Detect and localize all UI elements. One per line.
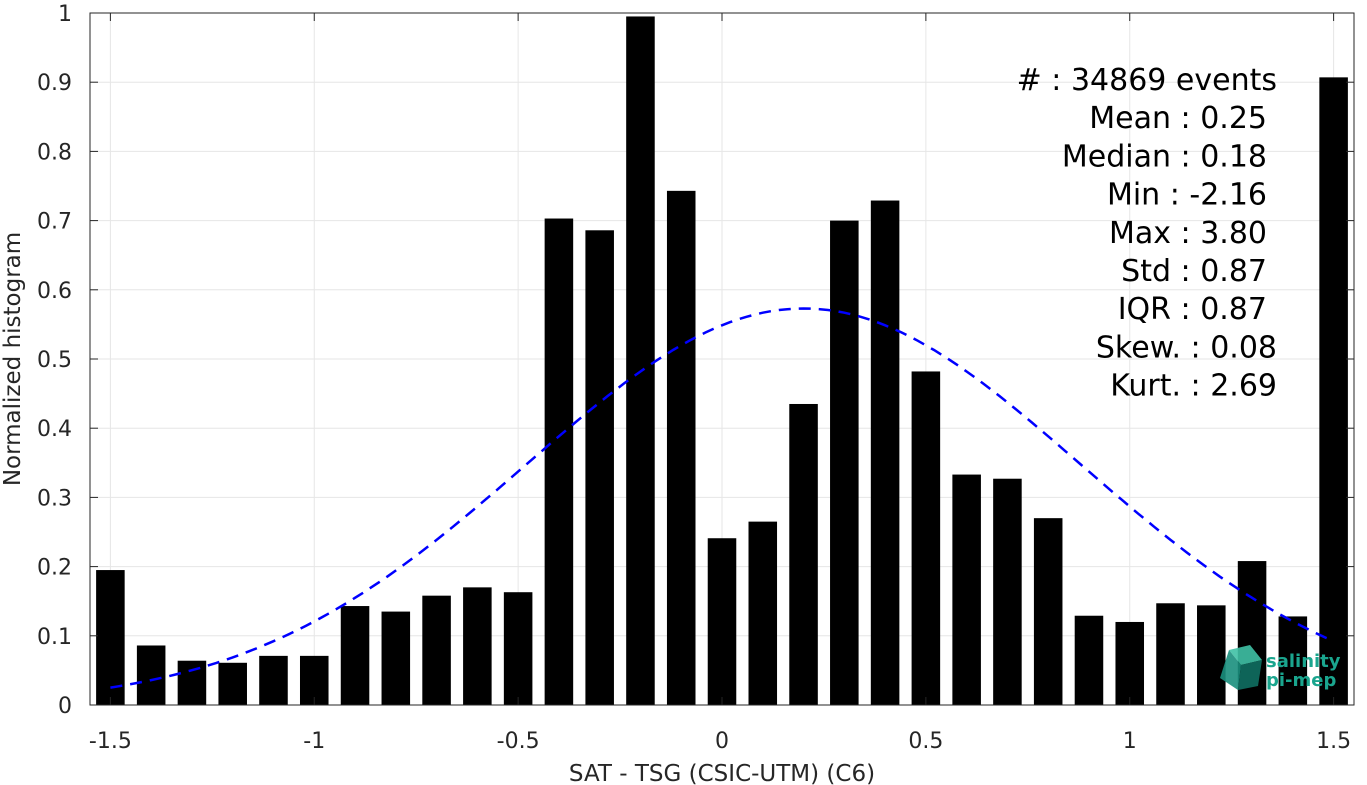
histogram-bar <box>340 606 370 705</box>
y-tick-label: 0.6 <box>37 279 72 304</box>
histogram-bar <box>259 655 288 705</box>
x-tick-label: 0 <box>715 729 729 754</box>
cube-icon <box>1220 645 1262 690</box>
histogram-bar <box>1197 605 1226 705</box>
x-tick-label: 1.5 <box>1316 729 1351 754</box>
x-axis-ticks: -1.5 -1 -0.5 0 0.5 1 1.5 <box>89 13 1351 754</box>
stat-line: Median : 0.18 <box>1062 139 1267 174</box>
histogram-bar <box>544 218 574 706</box>
stat-line: Mean : 0.25 <box>1089 101 1267 136</box>
histogram-bar <box>748 521 778 705</box>
histogram-bar <box>1319 77 1348 705</box>
histogram-bar <box>299 655 329 705</box>
histogram-bar <box>422 595 451 705</box>
x-tick-label: 0.5 <box>908 729 943 754</box>
histogram-bar <box>870 200 900 706</box>
histogram-bar <box>1156 603 1185 705</box>
histogram-bar <box>830 220 859 705</box>
y-tick-label: 0.4 <box>37 417 72 442</box>
histogram-bar <box>381 611 411 705</box>
x-tick-label: -1.5 <box>89 729 132 754</box>
histogram-bar <box>463 587 492 705</box>
stat-line: Max : 3.80 <box>1109 216 1267 251</box>
histogram-bar <box>911 371 941 705</box>
y-tick-label: 0.7 <box>37 210 72 235</box>
y-axis-title: Normalized histogram <box>0 232 26 486</box>
histogram-bar <box>952 474 981 705</box>
x-tick-label: -0.5 <box>497 729 540 754</box>
histogram-bar <box>136 645 166 705</box>
y-tick-label: 0.5 <box>37 348 72 373</box>
histogram-bar <box>1115 621 1145 705</box>
stat-line: Skew. : 0.08 <box>1096 330 1277 365</box>
histogram-bar <box>1278 616 1308 705</box>
y-tick-label: 0 <box>58 694 72 719</box>
y-tick-label: 0.2 <box>37 556 72 581</box>
y-tick-label: 0.9 <box>37 71 72 96</box>
x-axis-title: SAT - TSG (CSIC-UTM) (C6) <box>569 761 875 785</box>
y-tick-label: 1 <box>58 2 72 27</box>
y-axis-ticks: 0 0.1 0.2 0.3 0.4 0.5 0.6 0.7 0.8 0.9 1 <box>37 2 1354 719</box>
y-tick-label: 0.1 <box>37 625 72 650</box>
histogram-bar <box>1074 615 1104 705</box>
logo-line-1: salinity <box>1266 651 1341 672</box>
x-tick-label: -1 <box>303 729 325 754</box>
salinity-pi-mep-logo: salinity pi-mep <box>1220 645 1341 691</box>
histogram-bar <box>585 230 614 705</box>
y-tick-label: 0.3 <box>37 486 72 511</box>
histogram-bar <box>96 570 125 705</box>
histogram-bar <box>503 592 533 705</box>
stat-line: Min : -2.16 <box>1107 178 1267 213</box>
gaussian-fit-curve <box>110 307 1335 689</box>
stat-line: IQR : 0.87 <box>1118 292 1267 327</box>
histogram-bars <box>96 16 1348 706</box>
histogram-bar <box>218 662 247 705</box>
x-tick-label: 1 <box>1123 729 1137 754</box>
y-tick-label: 0.8 <box>37 140 72 165</box>
histogram-bar <box>177 660 207 705</box>
logo-line-2: pi-mep <box>1266 670 1336 691</box>
histogram-bar <box>1033 518 1063 705</box>
stat-line: Kurt. : 2.69 <box>1110 369 1277 404</box>
stat-line: # : 34869 events <box>1017 63 1277 98</box>
histogram-bar <box>666 190 696 705</box>
stat-line: Std : 0.87 <box>1121 254 1267 289</box>
histogram-bar <box>707 538 737 705</box>
histogram-bar <box>993 478 1022 705</box>
histogram-bar <box>789 403 818 705</box>
histogram-bar <box>626 16 655 705</box>
